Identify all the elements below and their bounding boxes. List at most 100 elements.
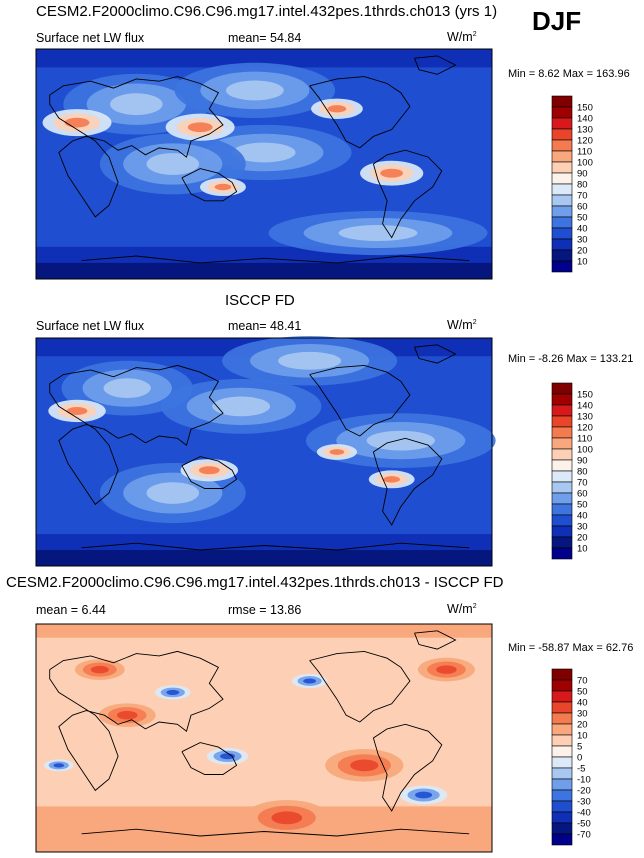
colorbar-level-label: 0 xyxy=(577,753,582,764)
colorbar-swatch xyxy=(551,470,573,483)
colorbar-swatch xyxy=(551,426,573,439)
colorbar-swatch xyxy=(551,95,573,108)
colorbar-swatch xyxy=(551,216,573,229)
colorbar-swatch xyxy=(551,117,573,130)
colorbar-swatch xyxy=(551,492,573,505)
colorbar-swatch xyxy=(551,194,573,207)
colorbar-level-label: 50 xyxy=(577,213,588,224)
colorbar-swatch xyxy=(551,437,573,450)
map-field-contour xyxy=(327,105,347,113)
coastline xyxy=(181,742,238,775)
colorbar-swatch xyxy=(551,756,573,769)
colorbar-swatch xyxy=(551,382,573,395)
colorbar-swatch xyxy=(551,393,573,406)
map-frame xyxy=(35,337,493,567)
coastline xyxy=(309,650,411,723)
colorbar-swatch xyxy=(551,822,573,835)
colorbar-level-label: 90 xyxy=(577,456,588,467)
map-band xyxy=(36,262,492,279)
map-band xyxy=(36,49,492,68)
coastline xyxy=(81,542,470,551)
colorbar-level-label: -10 xyxy=(577,775,591,786)
coastline xyxy=(81,255,470,264)
coastline xyxy=(181,456,238,489)
map-field-contour xyxy=(146,482,200,504)
colorbar-level-label: 50 xyxy=(577,687,588,698)
map-field-contour xyxy=(350,759,379,772)
map-field-contour xyxy=(212,396,271,417)
colorbar-swatch xyxy=(551,723,573,736)
panel-3-title: CESM2.F2000climo.C96.C96.mg17.intel.432p… xyxy=(6,574,504,591)
colorbar-level-label: 140 xyxy=(577,114,593,125)
map-field-contour xyxy=(90,665,109,674)
colorbar-level-label: 80 xyxy=(577,467,588,478)
colorbar-swatch xyxy=(551,701,573,714)
panel-2-units: W/m2 xyxy=(447,318,477,332)
colorbar-level-label: 10 xyxy=(577,544,588,555)
colorbar-swatch xyxy=(551,536,573,549)
map-field-contour xyxy=(436,665,457,674)
coastline xyxy=(49,650,224,792)
colorbar-swatch xyxy=(551,150,573,163)
colorbar-swatch xyxy=(551,227,573,240)
coastline xyxy=(414,630,457,650)
coastline xyxy=(49,364,224,506)
map-band xyxy=(36,624,492,638)
colorbar-swatch xyxy=(551,811,573,824)
colorbar-swatch xyxy=(551,448,573,461)
colorbar-swatch xyxy=(551,690,573,703)
colorbar-swatch xyxy=(551,525,573,538)
colorbar-level-label: 40 xyxy=(577,224,588,235)
coastline xyxy=(372,723,443,812)
colorbar-swatch xyxy=(551,547,573,560)
colorbar-level-label: -30 xyxy=(577,797,591,808)
coastline xyxy=(309,364,411,437)
map-field-contour xyxy=(110,93,163,116)
colorbar-level-label: 40 xyxy=(577,511,588,522)
panel-1-units: W/m2 xyxy=(447,30,477,44)
map-field-contour xyxy=(225,80,284,101)
panel-2-mean-label: mean= 48.41 xyxy=(228,319,302,333)
colorbar-level-label: 30 xyxy=(577,235,588,246)
panel-3-map xyxy=(35,623,493,853)
colorbar-level-label: 30 xyxy=(577,709,588,720)
season-label: DJF xyxy=(532,6,582,36)
colorbar-swatch xyxy=(551,172,573,185)
colorbar-level-label: 150 xyxy=(577,103,593,114)
colorbar-swatch xyxy=(551,128,573,141)
map-field-contour xyxy=(232,142,296,163)
panel-1-title: CESM2.F2000climo.C96.C96.mg17.intel.432p… xyxy=(36,3,498,20)
colorbar-level-label: 5 xyxy=(577,742,582,753)
colorbar-level-label: 30 xyxy=(577,522,588,533)
colorbar-swatch xyxy=(551,459,573,472)
colorbar-level-label: 10 xyxy=(577,257,588,268)
coastline xyxy=(81,828,470,837)
map-field-contour xyxy=(198,466,220,475)
colorbar-swatch xyxy=(551,260,573,273)
coastline xyxy=(372,149,443,239)
map-field-contour xyxy=(271,811,303,825)
colorbar-level-label: 130 xyxy=(577,412,593,423)
colorbar-level-label: 20 xyxy=(577,720,588,731)
map-field-contour xyxy=(303,678,317,684)
colorbar-swatch xyxy=(551,745,573,758)
colorbar-swatch xyxy=(551,712,573,725)
colorbar-level-label: 140 xyxy=(577,401,593,412)
colorbar-swatch xyxy=(551,767,573,780)
map-field-contour xyxy=(220,753,235,760)
colorbar-swatch xyxy=(551,139,573,152)
colorbar-level-label: 70 xyxy=(577,478,588,489)
colorbar-swatch xyxy=(551,800,573,813)
map-field-contour xyxy=(329,449,345,455)
map-field-contour xyxy=(166,689,180,695)
map-field-contour xyxy=(116,710,138,720)
colorbar-swatch xyxy=(551,668,573,681)
colorbar-swatch xyxy=(551,734,573,747)
colorbar-level-label: 120 xyxy=(577,136,593,147)
colorbar-swatch xyxy=(551,106,573,119)
colorbar-swatch xyxy=(551,514,573,527)
map-frame xyxy=(35,623,493,853)
map-field-contour xyxy=(53,763,65,768)
colorbar-level-label: -5 xyxy=(577,764,585,775)
